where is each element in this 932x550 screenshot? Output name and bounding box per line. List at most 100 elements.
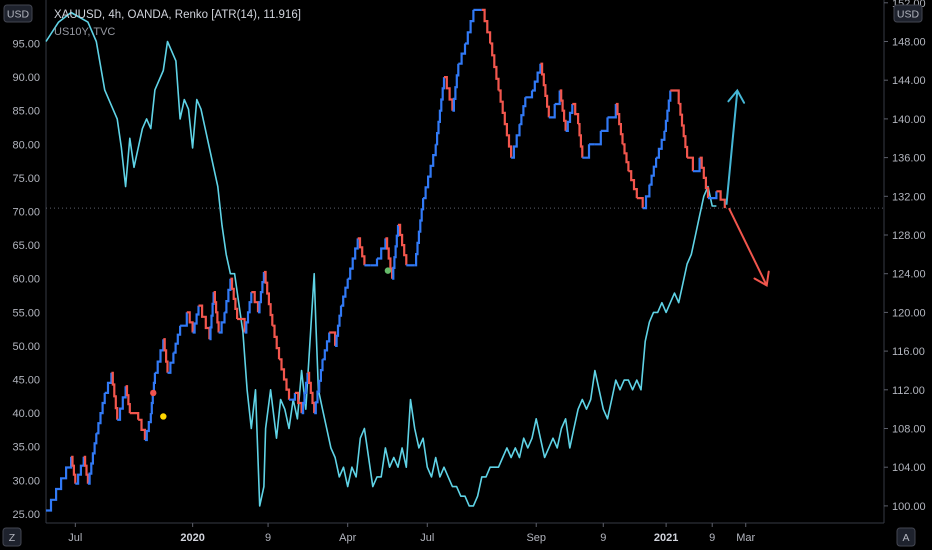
renko-up-leg (594, 130, 602, 146)
right-tick-label: 148.00 (892, 37, 926, 49)
renko-up-leg (525, 90, 534, 99)
renko-down-leg (111, 371, 119, 420)
renko-up-leg (224, 278, 232, 314)
plot-background (46, 0, 884, 523)
renko-down-leg (237, 317, 246, 333)
renko-down-leg (622, 143, 630, 172)
time-tick-label: Jul (68, 532, 82, 544)
renko-up-leg (341, 278, 349, 307)
time-axis[interactable]: Jul 2020 9 Apr Jul Sep 9 2021 9 Mar (68, 523, 756, 544)
left-tick-label: 95.00 (12, 39, 40, 51)
left-tick-label: 80.00 (12, 139, 40, 151)
renko-down-leg (263, 270, 274, 326)
left-tick-label: 30.00 (12, 475, 40, 487)
renko-up-leg (554, 90, 561, 106)
renko-up-leg (289, 392, 296, 401)
right-tick-label: 128.00 (892, 230, 926, 242)
right-tick-label: 144.00 (892, 75, 926, 87)
renko-up-leg (664, 90, 672, 132)
renko-down-leg (490, 42, 500, 91)
right-currency-label: USD (897, 9, 920, 21)
renko-down-leg (186, 311, 194, 333)
renko-down-leg (636, 197, 644, 209)
right-tick-label: 108.00 (892, 424, 926, 436)
renko-up-leg (582, 144, 591, 159)
renko-down-leg (129, 412, 140, 420)
projection-arrow-shaft[interactable] (725, 90, 739, 205)
renko-down-leg (444, 76, 454, 111)
renko-down-leg (357, 237, 366, 266)
projection-arrow-head (753, 270, 770, 287)
event-marker[interactable] (150, 389, 157, 397)
renko-down-leg (125, 385, 131, 414)
renko-up-leg (392, 224, 400, 280)
renko-down-leg (163, 338, 169, 373)
renko-up-leg (607, 104, 617, 119)
time-tick-label: Sep (526, 532, 546, 544)
right-currency-badge[interactable] (893, 4, 923, 23)
left-tick-label: 70.00 (12, 207, 40, 219)
right-tick-label: 104.00 (892, 462, 926, 474)
right-tick-label: 116.00 (892, 346, 925, 358)
renko-up-leg (465, 9, 475, 45)
left-tick-label: 75.00 (12, 173, 40, 185)
renko-down-leg (572, 102, 580, 125)
auto-scale-button[interactable] (896, 527, 916, 547)
renko-down-leg (498, 89, 513, 158)
left-price-axis[interactable]: 95.00 90.00 85.00 80.00 75.00 70.00 65.00 60.00… (12, 39, 40, 521)
auto-scale-button-label: A (902, 532, 909, 544)
renko-series (46, 8, 726, 512)
renko-up-leg (423, 144, 437, 200)
projection-arrow-head (727, 88, 746, 104)
renko-up-leg (218, 312, 226, 334)
renko-up-leg (435, 77, 446, 146)
renko-up-leg (532, 63, 542, 92)
left-currency-badge[interactable] (3, 4, 33, 23)
renko-up-leg (173, 325, 182, 354)
renko-up-leg (322, 332, 331, 361)
overlay-series-legend[interactable]: US10Y, TVC (54, 26, 115, 38)
main-series-legend[interactable]: XAUUSD, 4h, OANDA, Renko [ATR(14), 11.91… (54, 9, 301, 21)
right-tick-label: 132.00 (892, 191, 926, 203)
event-marker[interactable] (384, 267, 392, 274)
event-marker[interactable] (160, 413, 167, 420)
left-currency-label: USD (7, 9, 30, 21)
plot-area[interactable] (45, 0, 885, 524)
projection-arrow-shaft[interactable] (728, 207, 768, 286)
renko-up-leg (180, 312, 188, 327)
renko-down-leg (670, 89, 680, 104)
renko-down-leg (699, 156, 710, 199)
renko-up-leg (301, 372, 309, 415)
renko-down-leg (138, 418, 146, 440)
renko-down-leg (540, 62, 550, 118)
right-price-axis[interactable]: 152.00148.00144.00140.00136.00132.00128.… (884, 0, 926, 513)
renko-down-leg (329, 331, 337, 346)
renko-up-leg (244, 292, 253, 334)
right-tick-label: 120.00 (892, 307, 926, 319)
left-tick-label: 85.00 (12, 106, 40, 118)
renko-up-leg (649, 157, 658, 186)
time-tick-label: 9 (709, 532, 715, 544)
renko-up-leg (377, 238, 387, 260)
right-tick-label: 140.00 (892, 114, 926, 126)
renko-down-leg (83, 455, 89, 484)
renko-up-leg (692, 157, 701, 173)
renko-up-leg (370, 258, 379, 267)
time-tick-label: 9 (265, 532, 271, 544)
renko-up-leg (154, 339, 165, 374)
left-tick-label: 60.00 (12, 274, 40, 286)
right-tick-label: 112.00 (892, 385, 925, 397)
renko-up-leg (519, 97, 527, 126)
renko-down-leg (559, 89, 567, 131)
us10y-line (45, 11, 717, 507)
left-tick-label: 45.00 (12, 375, 40, 387)
time-tick-label: 9 (600, 532, 606, 544)
left-scale-button[interactable] (2, 527, 22, 547)
renko-up-leg (565, 104, 574, 132)
renko-down-leg (615, 102, 624, 145)
renko-up-leg (46, 456, 73, 512)
renko-down-leg (213, 291, 220, 333)
renko-down-leg (578, 123, 584, 158)
renko-up-leg (314, 359, 324, 415)
